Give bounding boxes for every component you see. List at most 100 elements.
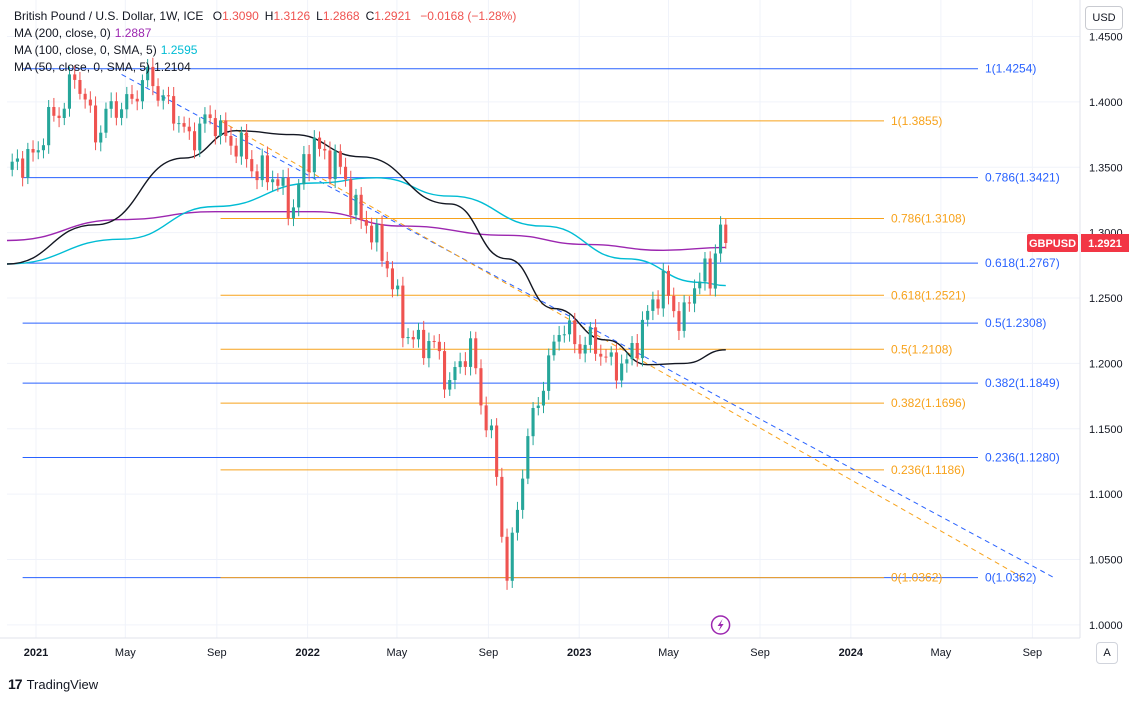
- candle-body[interactable]: [276, 179, 280, 186]
- candle-body[interactable]: [213, 118, 217, 137]
- candle-body[interactable]: [297, 184, 301, 208]
- candle-body[interactable]: [312, 137, 316, 173]
- candle-body[interactable]: [552, 341, 556, 356]
- candle-body[interactable]: [52, 107, 56, 116]
- candle-body[interactable]: [349, 179, 353, 216]
- candle-body[interactable]: [187, 126, 191, 132]
- candle-body[interactable]: [682, 302, 686, 331]
- candle-body[interactable]: [291, 207, 295, 219]
- candle-body[interactable]: [354, 194, 358, 216]
- candle-body[interactable]: [245, 132, 249, 160]
- candle-body[interactable]: [541, 390, 545, 406]
- candle-body[interactable]: [416, 329, 420, 340]
- candle-body[interactable]: [500, 476, 504, 537]
- candle-body[interactable]: [390, 268, 394, 290]
- candle-body[interactable]: [609, 352, 613, 357]
- candle-body[interactable]: [651, 299, 655, 311]
- candle-body[interactable]: [463, 361, 467, 367]
- candle-body[interactable]: [656, 299, 660, 309]
- candle-body[interactable]: [604, 356, 608, 358]
- candle-body[interactable]: [635, 343, 639, 359]
- candle-body[interactable]: [495, 425, 499, 477]
- candle-body[interactable]: [510, 532, 514, 581]
- candle-body[interactable]: [166, 95, 170, 97]
- candle-body[interactable]: [443, 351, 447, 390]
- candle-body[interactable]: [724, 224, 728, 243]
- candle-body[interactable]: [719, 224, 723, 254]
- candle-body[interactable]: [281, 177, 285, 186]
- candle-body[interactable]: [250, 159, 254, 172]
- candle-body[interactable]: [21, 158, 25, 178]
- candle-body[interactable]: [78, 80, 82, 94]
- candle-body[interactable]: [364, 220, 368, 226]
- auto-scale-button[interactable]: A: [1096, 642, 1118, 664]
- candle-body[interactable]: [469, 338, 473, 367]
- candle-body[interactable]: [453, 367, 457, 380]
- candle-body[interactable]: [41, 145, 45, 151]
- candle-body[interactable]: [104, 108, 108, 133]
- candle-body[interactable]: [318, 137, 322, 149]
- candle-body[interactable]: [109, 101, 113, 109]
- candle-body[interactable]: [193, 131, 197, 151]
- candle-body[interactable]: [713, 253, 717, 289]
- candle-body[interactable]: [489, 425, 493, 431]
- candle-body[interactable]: [698, 281, 702, 289]
- candle-body[interactable]: [120, 109, 124, 118]
- candle-body[interactable]: [437, 341, 441, 352]
- candle-body[interactable]: [620, 363, 624, 381]
- candle-body[interactable]: [458, 361, 462, 368]
- candle-body[interactable]: [422, 329, 426, 359]
- candle-body[interactable]: [328, 150, 332, 180]
- candle-body[interactable]: [661, 270, 665, 309]
- candle-body[interactable]: [94, 105, 98, 143]
- candle-body[interactable]: [36, 150, 40, 153]
- candle-body[interactable]: [130, 94, 134, 99]
- candle-body[interactable]: [83, 93, 87, 100]
- candle-body[interactable]: [640, 319, 644, 359]
- candle-body[interactable]: [547, 355, 551, 391]
- candle-body[interactable]: [677, 311, 681, 331]
- candle-body[interactable]: [562, 334, 566, 336]
- candle-body[interactable]: [583, 344, 587, 354]
- candle-body[interactable]: [177, 123, 181, 125]
- candle-body[interactable]: [521, 478, 525, 510]
- candle-body[interactable]: [708, 258, 712, 289]
- candle-body[interactable]: [630, 343, 634, 360]
- candle-body[interactable]: [370, 225, 374, 243]
- candle-body[interactable]: [182, 123, 186, 127]
- candle-body[interactable]: [260, 155, 264, 181]
- candle-body[interactable]: [307, 154, 311, 173]
- candle-body[interactable]: [125, 94, 129, 110]
- candle-body[interactable]: [625, 359, 629, 364]
- candle-body[interactable]: [172, 96, 176, 124]
- candle-body[interactable]: [385, 261, 389, 269]
- candle-body[interactable]: [234, 145, 238, 157]
- candle-body[interactable]: [578, 344, 582, 354]
- candle-body[interactable]: [614, 352, 618, 381]
- candle-body[interactable]: [406, 337, 410, 339]
- candle-body[interactable]: [526, 436, 530, 479]
- candle-body[interactable]: [536, 405, 540, 408]
- candle-body[interactable]: [557, 335, 561, 342]
- candle-body[interactable]: [47, 107, 51, 146]
- candle-body[interactable]: [73, 74, 77, 80]
- candle-body[interactable]: [208, 114, 212, 118]
- candle-body[interactable]: [411, 337, 415, 340]
- candle-body[interactable]: [99, 132, 103, 143]
- candle-body[interactable]: [26, 149, 30, 178]
- candle-body[interactable]: [344, 166, 348, 180]
- candle-body[interactable]: [198, 123, 202, 151]
- candle-body[interactable]: [588, 327, 592, 345]
- candle-body[interactable]: [161, 95, 165, 101]
- candle-body[interactable]: [239, 132, 243, 157]
- candle-body[interactable]: [114, 101, 118, 118]
- candle-body[interactable]: [10, 161, 14, 170]
- candle-body[interactable]: [531, 408, 535, 437]
- candle-body[interactable]: [333, 151, 337, 180]
- candle-body[interactable]: [375, 224, 379, 243]
- candle-body[interactable]: [203, 114, 207, 124]
- indicator-row[interactable]: MA (50, close, 0, SMA, 5) 1.2104: [14, 59, 516, 76]
- candle-body[interactable]: [474, 338, 478, 369]
- candle-body[interactable]: [427, 341, 431, 359]
- candle-body[interactable]: [286, 177, 290, 219]
